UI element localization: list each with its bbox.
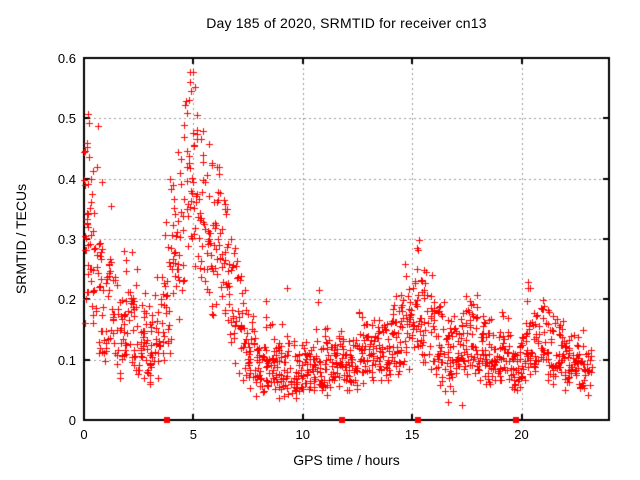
x-tick-label: 20: [514, 427, 529, 442]
y-tick-label: 0.1: [57, 352, 76, 368]
x-tick-label: 15: [404, 427, 420, 442]
chart-title: Day 185 of 2020, SRMTID for receiver cn1…: [206, 15, 487, 31]
x-tick-label: 5: [189, 427, 197, 442]
x-axis-label: GPS time / hours: [293, 452, 400, 468]
y-tick-label: 0.5: [57, 111, 76, 127]
y-tick-label: 0.4: [57, 171, 76, 187]
y-tick-label: 0.6: [57, 51, 76, 66]
y-tick-label: 0.2: [57, 292, 76, 308]
y-tick-label: 0.3: [57, 232, 76, 247]
y-tick-label: 0: [68, 413, 76, 428]
x-tick-label: 0: [80, 427, 88, 442]
y-axis-label: SRMTID / TECUs: [13, 183, 29, 295]
x-tick-label: 10: [295, 427, 310, 442]
